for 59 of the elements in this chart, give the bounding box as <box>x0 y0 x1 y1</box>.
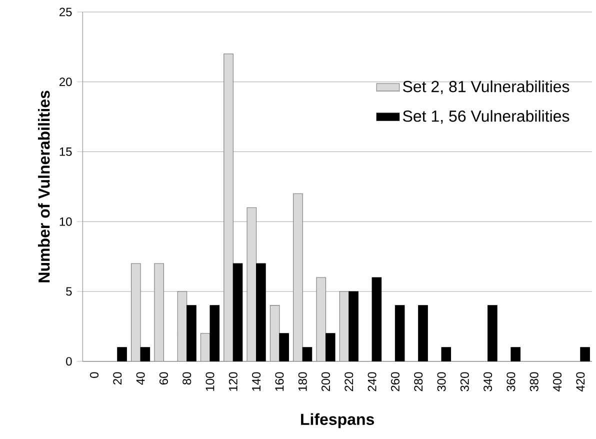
bar <box>293 194 303 362</box>
x-tick-label: 180 <box>298 372 307 391</box>
y-tick-label: 10 <box>60 218 72 226</box>
x-tick-label: 20 <box>113 372 122 385</box>
x-tick-label: 160 <box>275 372 284 391</box>
bar <box>256 263 266 362</box>
bar <box>224 54 234 362</box>
x-tick-label: 380 <box>530 372 538 392</box>
x-axis-title: Lifespans <box>301 413 374 428</box>
bar <box>154 263 164 362</box>
x-tick-label: 140 <box>252 372 261 391</box>
x-tick-label: 80 <box>182 372 192 385</box>
bar <box>186 305 196 362</box>
bar <box>348 291 358 362</box>
x-tick-label: 400 <box>553 372 562 392</box>
y-tick-label: 5 <box>66 287 72 296</box>
bar <box>200 333 210 362</box>
bar <box>488 305 498 362</box>
x-tick-label: 100 <box>206 372 214 391</box>
bar <box>580 347 590 362</box>
x-tick-label: 200 <box>322 372 330 392</box>
bar <box>140 347 150 362</box>
bar <box>339 291 350 362</box>
bar <box>372 277 382 362</box>
x-tick-label: 260 <box>390 372 400 392</box>
bar <box>246 208 257 362</box>
y-tick-label: 0 <box>66 357 72 366</box>
y-tick-label: 15 <box>60 148 72 156</box>
x-tick-label: 220 <box>344 372 354 392</box>
bar <box>302 347 312 362</box>
legend-label: Set 2, 81 Vulnerabilities <box>403 80 570 94</box>
bar <box>117 347 127 362</box>
bar <box>232 263 243 362</box>
x-tick-label: 240 <box>368 372 376 392</box>
y-axis-title: Number of Vulnerabilities <box>38 90 50 282</box>
legend-label: Set 1, 56 Vulnerabilities <box>403 110 570 124</box>
x-tick-label: 120 <box>228 372 238 391</box>
bar <box>131 263 141 362</box>
bar <box>325 333 336 362</box>
bar <box>279 333 289 362</box>
x-tick-label: 280 <box>414 372 423 392</box>
bar <box>316 277 326 362</box>
x-tick-label: 300 <box>437 372 446 392</box>
x-tick-label: 320 <box>460 372 469 392</box>
y-tick-label: 20 <box>60 78 72 86</box>
bar <box>270 305 280 362</box>
y-tick-label: 25 <box>60 8 72 16</box>
x-tick-label: 340 <box>484 372 492 392</box>
x-tick-label: 40 <box>136 372 145 385</box>
bar <box>177 291 188 362</box>
x-tick-label: 360 <box>506 372 516 392</box>
x-tick-label: 0 <box>90 372 99 378</box>
bar <box>210 305 220 362</box>
bar <box>418 305 428 362</box>
bar <box>394 305 405 362</box>
bar <box>510 347 520 362</box>
x-tick-label: 60 <box>159 372 168 385</box>
x-tick-label: 420 <box>576 372 585 392</box>
bar <box>441 347 452 362</box>
